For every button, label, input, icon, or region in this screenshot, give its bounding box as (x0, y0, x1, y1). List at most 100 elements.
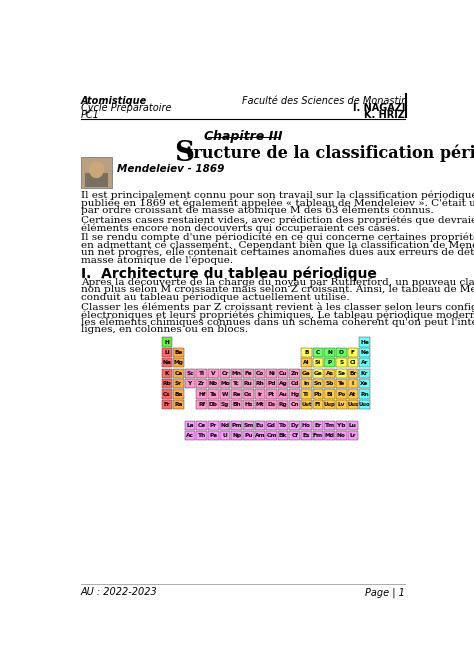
Text: Np: Np (232, 433, 241, 438)
FancyBboxPatch shape (231, 421, 242, 430)
FancyBboxPatch shape (255, 421, 265, 430)
FancyBboxPatch shape (208, 400, 219, 409)
Text: Mo: Mo (220, 381, 230, 386)
FancyBboxPatch shape (290, 369, 300, 378)
Text: H: H (164, 340, 169, 344)
Text: Cd: Cd (291, 381, 299, 386)
Text: Uup: Uup (324, 402, 336, 407)
Text: Es: Es (302, 433, 310, 438)
Text: Dy: Dy (291, 423, 299, 427)
FancyBboxPatch shape (324, 389, 335, 399)
Text: Fm: Fm (313, 433, 323, 438)
FancyBboxPatch shape (255, 431, 265, 440)
FancyBboxPatch shape (290, 431, 300, 440)
Text: Ba: Ba (174, 391, 182, 397)
FancyBboxPatch shape (243, 389, 254, 399)
FancyBboxPatch shape (266, 379, 277, 388)
FancyBboxPatch shape (336, 348, 346, 357)
FancyBboxPatch shape (347, 369, 358, 378)
Text: At: At (349, 391, 356, 397)
FancyBboxPatch shape (347, 400, 358, 409)
FancyBboxPatch shape (208, 379, 219, 388)
Text: Ca: Ca (174, 371, 182, 376)
Text: AU : 2022-2023: AU : 2022-2023 (81, 587, 158, 597)
Text: Hs: Hs (244, 402, 253, 407)
FancyBboxPatch shape (347, 421, 358, 430)
Text: Nb: Nb (209, 381, 218, 386)
Text: Ac: Ac (186, 433, 194, 438)
FancyBboxPatch shape (324, 358, 335, 367)
FancyBboxPatch shape (231, 379, 242, 388)
Text: Cr: Cr (221, 371, 228, 376)
FancyBboxPatch shape (231, 400, 242, 409)
Text: Il se rendu compte d'une périodicité en ce qui concerne certaines propriétés des: Il se rendu compte d'une périodicité en … (81, 233, 474, 243)
Text: Ga: Ga (302, 371, 311, 376)
Text: Mendeleiev - 1869: Mendeleiev - 1869 (117, 163, 224, 174)
FancyBboxPatch shape (243, 431, 254, 440)
Text: N: N (327, 350, 332, 355)
Text: Sg: Sg (221, 402, 229, 407)
Text: Tc: Tc (233, 381, 240, 386)
Text: Bk: Bk (279, 433, 287, 438)
Text: Gd: Gd (267, 423, 276, 427)
FancyBboxPatch shape (173, 389, 184, 399)
Text: Nd: Nd (220, 423, 229, 427)
FancyBboxPatch shape (336, 431, 346, 440)
Text: Uus: Uus (347, 402, 358, 407)
Text: Sn: Sn (314, 381, 322, 386)
FancyBboxPatch shape (301, 369, 312, 378)
Text: Lu: Lu (349, 423, 357, 427)
Text: Ge: Ge (314, 371, 322, 376)
FancyBboxPatch shape (162, 348, 172, 357)
Text: As: As (326, 371, 334, 376)
Text: B: B (304, 350, 309, 355)
Text: V: V (211, 371, 216, 376)
Text: I. NAGAZI: I. NAGAZI (353, 103, 405, 113)
Text: publiée en 1869 et également appelée « tableau de Mendeleiev ». C'était un class: publiée en 1869 et également appelée « t… (81, 198, 474, 208)
FancyBboxPatch shape (336, 379, 346, 388)
FancyBboxPatch shape (219, 400, 230, 409)
FancyBboxPatch shape (185, 369, 195, 378)
FancyBboxPatch shape (255, 379, 265, 388)
FancyBboxPatch shape (359, 338, 370, 346)
Text: Er: Er (315, 423, 321, 427)
Text: lignes, en colonnes ou en blocs.: lignes, en colonnes ou en blocs. (81, 325, 248, 334)
Text: masse atomique de l'époque.: masse atomique de l'époque. (81, 255, 233, 265)
Text: U: U (223, 433, 228, 438)
FancyBboxPatch shape (208, 389, 219, 399)
Text: non plus selon M croissante mais selon Z croissant. Ainsi, le tableau de Mendele: non plus selon M croissante mais selon Z… (81, 285, 474, 294)
Text: Rg: Rg (279, 402, 288, 407)
Text: Eu: Eu (256, 423, 264, 427)
Text: Ni: Ni (268, 371, 275, 376)
Text: P: P (328, 360, 332, 365)
FancyBboxPatch shape (359, 358, 370, 367)
FancyBboxPatch shape (196, 369, 207, 378)
Text: Uuo: Uuo (359, 402, 370, 407)
FancyBboxPatch shape (313, 348, 323, 357)
FancyBboxPatch shape (278, 400, 289, 409)
FancyBboxPatch shape (359, 379, 370, 388)
FancyBboxPatch shape (231, 389, 242, 399)
FancyBboxPatch shape (255, 400, 265, 409)
FancyBboxPatch shape (266, 400, 277, 409)
Text: S: S (339, 360, 343, 365)
FancyBboxPatch shape (301, 348, 312, 357)
Text: tructure de la classification périodique: tructure de la classification périodique (186, 144, 474, 162)
FancyBboxPatch shape (243, 421, 254, 430)
Text: Th: Th (198, 433, 206, 438)
FancyBboxPatch shape (278, 379, 289, 388)
FancyBboxPatch shape (313, 400, 323, 409)
Text: Tl: Tl (303, 391, 310, 397)
FancyBboxPatch shape (231, 431, 242, 440)
FancyBboxPatch shape (347, 379, 358, 388)
Text: par ordre croissant de masse atomique M des 63 éléments connus.: par ordre croissant de masse atomique M … (81, 206, 434, 215)
Text: conduit au tableau périodique actuellement utilisé.: conduit au tableau périodique actuelleme… (81, 293, 349, 302)
FancyBboxPatch shape (185, 431, 195, 440)
Text: Ti: Ti (199, 371, 205, 376)
Text: Ta: Ta (210, 391, 217, 397)
FancyBboxPatch shape (301, 379, 312, 388)
FancyBboxPatch shape (243, 369, 254, 378)
Text: Atomistique: Atomistique (81, 96, 147, 106)
Text: Pm: Pm (231, 423, 242, 427)
FancyBboxPatch shape (81, 157, 112, 188)
